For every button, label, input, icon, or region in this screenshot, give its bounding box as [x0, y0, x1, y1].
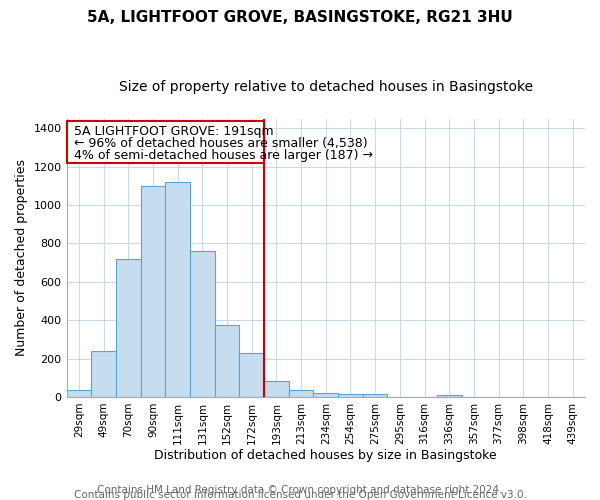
- Bar: [67, 390, 91, 397]
- Text: 5A LIGHTFOOT GROVE: 191sqm: 5A LIGHTFOOT GROVE: 191sqm: [74, 124, 274, 138]
- Bar: [190, 251, 215, 397]
- Bar: [91, 351, 116, 397]
- Bar: [116, 259, 140, 397]
- Text: 4% of semi-detached houses are larger (187) →: 4% of semi-detached houses are larger (1…: [74, 148, 373, 162]
- Text: Contains public sector information licensed under the Open Government Licence v3: Contains public sector information licen…: [74, 490, 526, 500]
- Bar: [165, 182, 190, 397]
- Title: Size of property relative to detached houses in Basingstoke: Size of property relative to detached ho…: [119, 80, 533, 94]
- Bar: [289, 390, 313, 397]
- Bar: [140, 186, 165, 397]
- Bar: [363, 394, 388, 397]
- Bar: [437, 395, 461, 397]
- Bar: [264, 380, 289, 397]
- Bar: [239, 353, 264, 397]
- Bar: [338, 394, 363, 397]
- Bar: [215, 325, 239, 397]
- Text: ← 96% of detached houses are smaller (4,538): ← 96% of detached houses are smaller (4,…: [74, 136, 368, 149]
- Bar: [67, 120, 264, 163]
- Text: 5A, LIGHTFOOT GROVE, BASINGSTOKE, RG21 3HU: 5A, LIGHTFOOT GROVE, BASINGSTOKE, RG21 3…: [87, 10, 513, 25]
- X-axis label: Distribution of detached houses by size in Basingstoke: Distribution of detached houses by size …: [154, 450, 497, 462]
- Y-axis label: Number of detached properties: Number of detached properties: [15, 160, 28, 356]
- Bar: [313, 393, 338, 397]
- Text: Contains HM Land Registry data © Crown copyright and database right 2024.: Contains HM Land Registry data © Crown c…: [97, 485, 503, 495]
